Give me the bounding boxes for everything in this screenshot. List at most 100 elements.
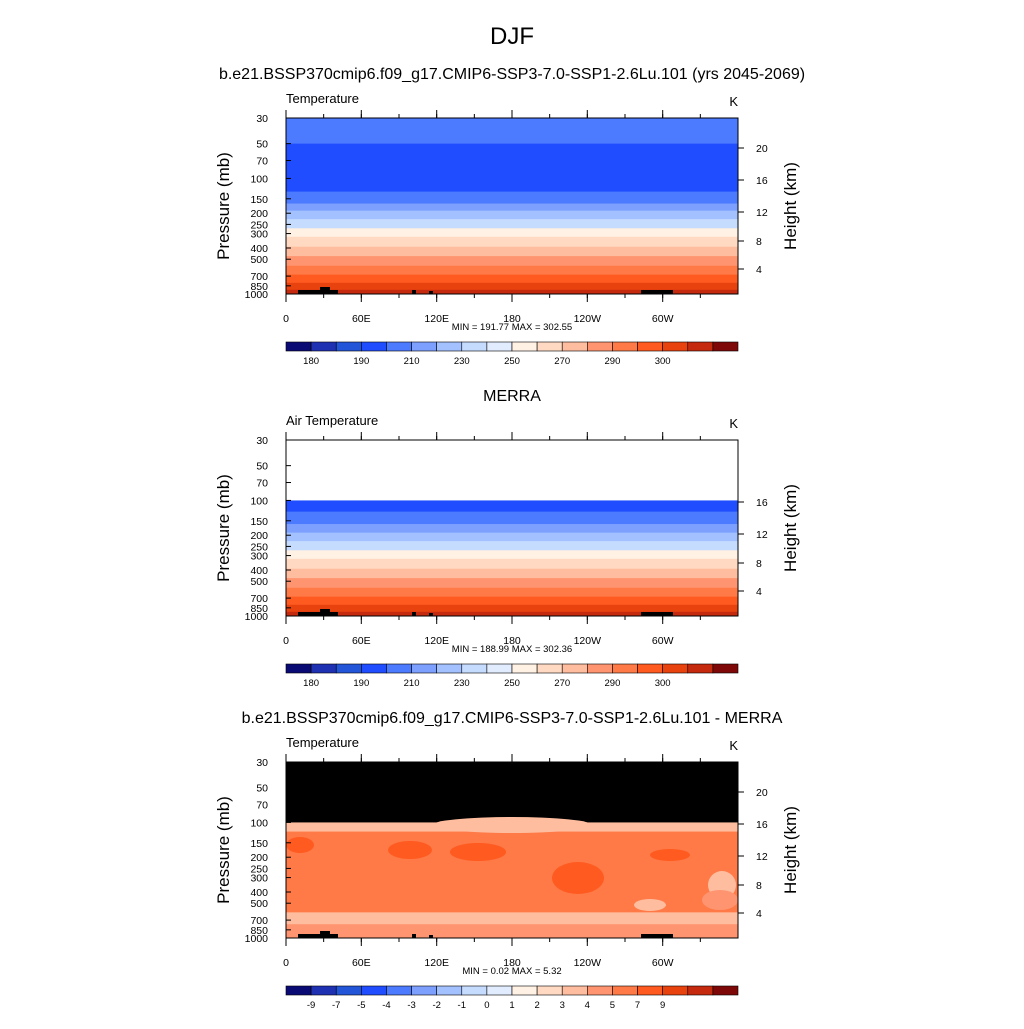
colorbar-swatch xyxy=(687,985,714,996)
level-band xyxy=(286,611,738,617)
colorbar-swatch xyxy=(285,985,312,996)
colorbar-swatch xyxy=(436,341,463,352)
y-tick-label: 850 xyxy=(250,603,268,615)
contour-region xyxy=(650,849,690,861)
y-tick-label: 200 xyxy=(250,852,268,864)
colorbar-label: 9 xyxy=(660,1000,665,1011)
y2-tick-label: 20 xyxy=(756,787,768,799)
colorbar-label: 230 xyxy=(454,678,470,689)
y2-tick-label: 4 xyxy=(756,264,762,276)
y-tick-label: 400 xyxy=(250,243,268,255)
y-tick-label: 250 xyxy=(250,219,268,231)
units-label: K xyxy=(729,94,738,109)
x-tick-label: 180 xyxy=(503,957,521,969)
y-tick-label: 850 xyxy=(250,925,268,937)
y2-axis-title: Height (km) xyxy=(781,806,800,894)
colorbar-label: 2 xyxy=(534,1000,539,1011)
units-label: K xyxy=(729,416,738,431)
x-tick-label: 60W xyxy=(652,957,674,969)
colorbar-label: 180 xyxy=(303,356,319,367)
level-band xyxy=(286,256,738,267)
colorbar-swatch xyxy=(335,663,362,674)
level-band xyxy=(286,236,738,248)
topography xyxy=(298,612,321,616)
panel-header: b.e21.BSSP370cmip6.f09_g17.CMIP6-SSP3-7.… xyxy=(219,66,805,83)
x-tick-label: 0 xyxy=(283,313,289,325)
level-band xyxy=(286,282,738,291)
colorbar-label: 4 xyxy=(585,1000,590,1011)
colorbar-label: 190 xyxy=(353,678,369,689)
variable-label: Temperature xyxy=(286,735,359,750)
x-tick-label: 60W xyxy=(652,313,674,325)
colorbar-label: 250 xyxy=(504,678,520,689)
y-tick-label: 500 xyxy=(250,898,268,910)
colorbar-label: 3 xyxy=(560,1000,565,1011)
y-tick-label: 100 xyxy=(250,495,268,507)
x-tick-label: 120W xyxy=(574,635,602,647)
colorbar-label: 7 xyxy=(635,1000,640,1011)
x-tick-label: 120W xyxy=(574,957,602,969)
colorbar-label: 290 xyxy=(605,678,621,689)
y2-tick-label: 16 xyxy=(756,497,768,509)
colorbar-label: 5 xyxy=(610,1000,615,1011)
level-band xyxy=(286,203,738,212)
y-tick-label: 150 xyxy=(250,516,268,528)
colorbar-swatch xyxy=(461,341,488,352)
colorbar-swatch xyxy=(361,341,387,352)
level-band xyxy=(286,831,738,913)
contour-region xyxy=(552,862,604,894)
y-tick-label: 400 xyxy=(250,565,268,577)
colorbar-label: -7 xyxy=(332,1000,340,1011)
colorbar-swatch xyxy=(386,985,412,996)
topography xyxy=(429,613,433,616)
x-tick-label: 60E xyxy=(352,957,371,969)
colorbar-label: 290 xyxy=(605,356,621,367)
y-tick-label: 150 xyxy=(250,838,268,850)
contour-region xyxy=(432,817,592,833)
level-band xyxy=(286,228,738,238)
x-tick-label: 120W xyxy=(574,313,602,325)
y2-axis-title: Height (km) xyxy=(781,162,800,250)
colorbar-swatch xyxy=(436,663,463,674)
colorbar-label: -4 xyxy=(382,1000,390,1011)
topography xyxy=(320,609,330,616)
chart-panel-1: b.e21.BSSP370cmip6.f09_g17.CMIP6-SSP3-7.… xyxy=(214,66,805,367)
x-tick-label: 60E xyxy=(352,313,371,325)
y2-tick-label: 8 xyxy=(756,236,762,248)
colorbar-label: -2 xyxy=(432,1000,440,1011)
colorbar-swatch xyxy=(536,985,563,996)
colorbar-swatch xyxy=(511,663,538,674)
colorbar-swatch xyxy=(411,663,437,674)
y2-tick-label: 16 xyxy=(756,819,768,831)
stats-label: MIN = 191.77 MAX = 302.55 xyxy=(452,322,572,333)
y-tick-label: 100 xyxy=(250,817,268,829)
colorbar-swatch xyxy=(637,341,663,352)
colorbar-label: 210 xyxy=(404,356,420,367)
colorbar-swatch xyxy=(386,341,412,352)
topography xyxy=(429,935,433,938)
level-band xyxy=(286,219,738,229)
colorbar-swatch xyxy=(285,341,312,352)
colorbar-label: 0 xyxy=(484,1000,489,1011)
contour-region xyxy=(450,843,506,861)
topography xyxy=(412,290,416,294)
colorbar-swatch xyxy=(461,663,488,674)
colorbar-swatch xyxy=(310,341,337,352)
colorbar-swatch xyxy=(662,341,689,352)
level-band xyxy=(286,524,738,534)
colorbar-swatch xyxy=(712,341,739,352)
figure-title: DJF xyxy=(490,23,534,50)
y2-tick-label: 8 xyxy=(756,558,762,570)
y-tick-label: 700 xyxy=(250,915,268,927)
x-tick-label: 0 xyxy=(283,957,289,969)
y2-tick-label: 20 xyxy=(756,143,768,155)
x-tick-label: 180 xyxy=(503,313,521,325)
colorbar-label: 270 xyxy=(554,678,570,689)
level-band xyxy=(286,541,738,551)
colorbar-swatch xyxy=(511,985,538,996)
level-band xyxy=(286,440,738,501)
level-band xyxy=(286,500,738,513)
x-tick-label: 60W xyxy=(652,635,674,647)
colorbar-swatch xyxy=(536,341,563,352)
